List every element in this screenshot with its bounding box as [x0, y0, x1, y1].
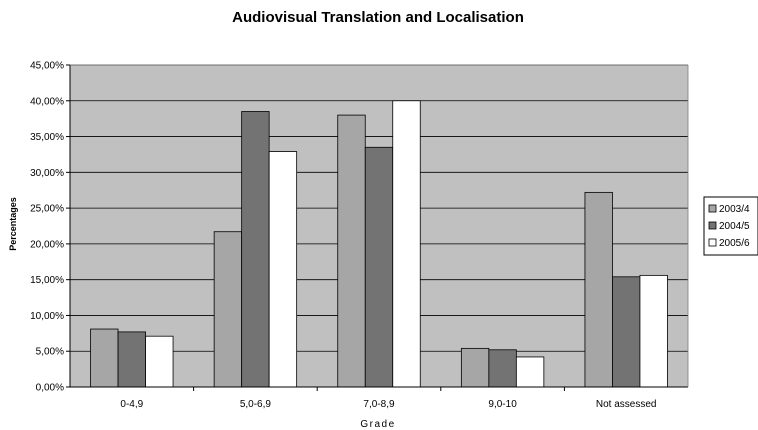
bar-2003-4-1 — [213, 231, 243, 388]
legend-label: 2004/5 — [719, 221, 750, 232]
y-tick-label: 25,00% — [30, 204, 64, 215]
y-tick-label: 45,00% — [30, 61, 64, 72]
x-tick-label: 9,0-10 — [488, 399, 517, 410]
y-tick-label: 10,00% — [30, 311, 64, 322]
bar-2003-4-4 — [584, 191, 613, 388]
y-tick-labels: 0,00% 5,00% 10,00% 15,00% 20,00% 25,00% 30,00%… — [30, 61, 70, 394]
y-tick-label: 5,00% — [36, 347, 64, 358]
x-tick-labels: 0-4,9 5,0-6,9 7,0-8,9 9,0-10 Not assessed — [120, 387, 656, 410]
chart-title: Audiovisual Translation and Localisation — [232, 9, 524, 26]
x-tick-label: Not assessed — [596, 399, 657, 410]
bar-2004-5-1 — [241, 111, 270, 388]
axes — [69, 64, 689, 388]
bar-2003-4-3 — [460, 347, 490, 388]
bar-2004-5-4 — [612, 276, 641, 388]
bar-2004-5-0 — [117, 331, 146, 388]
y-tick-label: 15,00% — [30, 275, 64, 286]
y-tick-label: 35,00% — [30, 132, 64, 143]
y-tick-label: 20,00% — [30, 239, 64, 250]
legend: 2003/4 2004/5 2005/6 — [703, 196, 758, 256]
bar-2005-6-3 — [515, 356, 545, 388]
legend-swatch — [708, 238, 717, 247]
bar-2005-6-4 — [639, 274, 668, 388]
bar-2004-5-3 — [488, 349, 517, 388]
bar-2004-5-2 — [364, 146, 394, 388]
bar-2005-6-1 — [268, 151, 298, 388]
y-tick-label: 30,00% — [30, 168, 64, 179]
bar-2003-4-2 — [337, 114, 366, 388]
x-tick-label: 7,0-8,9 — [363, 399, 395, 410]
bars — [90, 100, 668, 388]
legend-swatch — [708, 204, 717, 213]
bar-2003-4-0 — [90, 328, 119, 388]
bar-2005-6-2 — [392, 100, 421, 388]
x-tick-label: 5,0-6,9 — [240, 399, 272, 410]
legend-swatch — [708, 221, 717, 230]
x-tick-label: 0-4,9 — [120, 399, 143, 410]
y-tick-label: 40,00% — [30, 96, 64, 107]
y-axis-label: Percentages — [8, 197, 18, 251]
legend-label: 2003/4 — [719, 204, 750, 215]
legend-label: 2005/6 — [719, 238, 750, 249]
y-tick-label: 0,00% — [36, 383, 64, 394]
x-axis-label: Grade — [360, 419, 395, 430]
bar-2005-6-0 — [145, 335, 174, 388]
